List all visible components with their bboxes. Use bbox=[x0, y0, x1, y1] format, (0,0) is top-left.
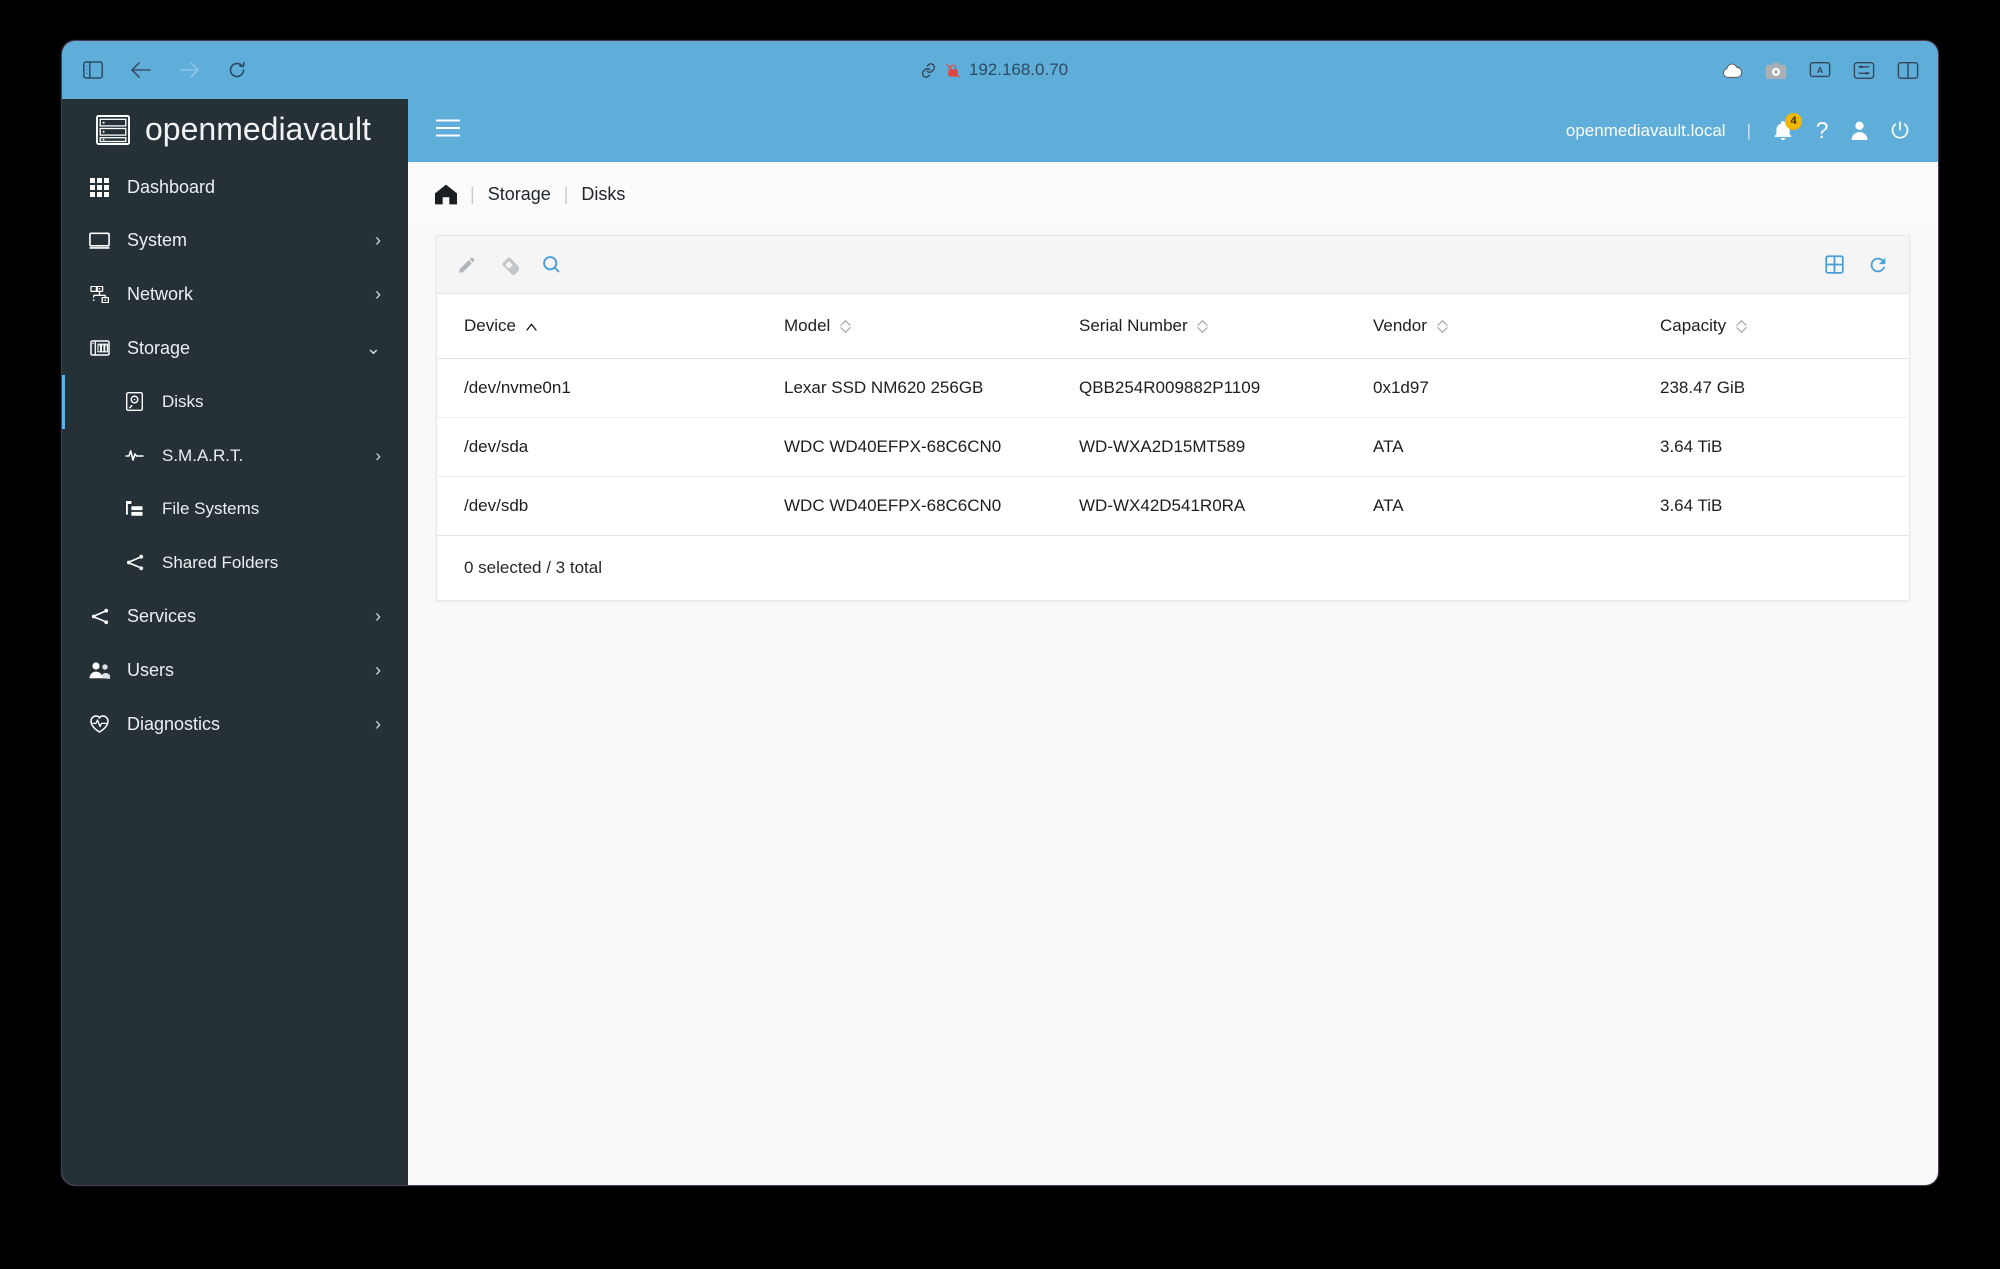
svg-text:A: A bbox=[1817, 64, 1824, 74]
